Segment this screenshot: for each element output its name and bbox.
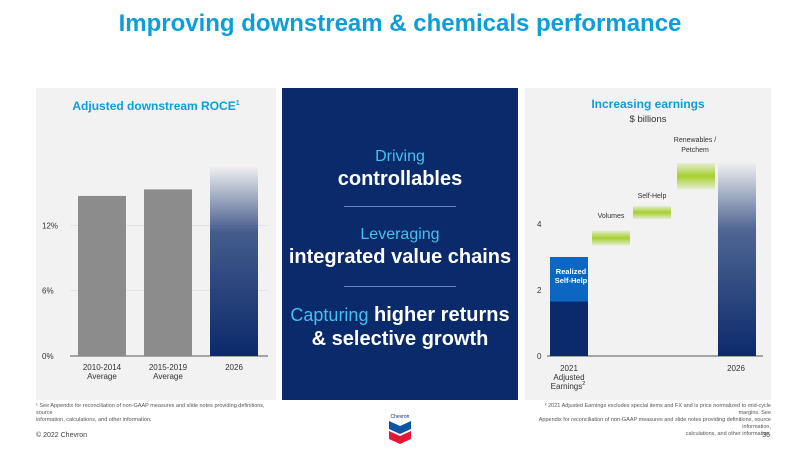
realized-self-help-segment xyxy=(550,257,588,302)
realized-label-2: Self-Help xyxy=(555,276,588,285)
step-label-volumes: Volumes xyxy=(598,213,625,220)
slide-title: Improving downstream & chemicals perform… xyxy=(118,10,682,37)
strategy-3-bold-b: & selective growth xyxy=(311,328,489,350)
chevron-logo-icon: Chevron xyxy=(389,414,411,444)
strategy-1-light: Driving xyxy=(375,148,425,165)
copyright: © 2022 Chevron xyxy=(36,432,88,439)
step-label-petchem: Petchem xyxy=(681,147,709,154)
x-tick-label: Average xyxy=(153,372,183,381)
step-label-renewables: Renewables / xyxy=(674,137,716,144)
realized-label-1: Realized xyxy=(556,267,587,276)
roce-chart-title: Adjusted downstream ROCE1 xyxy=(72,99,239,113)
strategy-3-bold-a: higher returns xyxy=(374,304,510,326)
roce-bar xyxy=(144,189,192,356)
y-tick-label: 2 xyxy=(537,286,542,295)
y-tick-label: 0 xyxy=(537,352,542,361)
strategy-2-bold: integrated value chains xyxy=(288,246,512,268)
roce-bar xyxy=(210,165,258,356)
footnote-left-line: information, calculations, and other inf… xyxy=(36,417,152,423)
earnings-increment-bar xyxy=(677,162,715,190)
x-tick-label: Average xyxy=(87,372,117,381)
earnings-increment-bar xyxy=(633,205,671,220)
chevron-logo: Chevron xyxy=(383,412,417,446)
strategy-3-light: Capturing xyxy=(290,305,369,325)
strategy-panel: Driving controllables Leveraging integra… xyxy=(282,88,518,400)
x-label-earnings: Earnings2 xyxy=(551,381,586,391)
footnote-right: ² 2021 Adjusted Earnings excludes specia… xyxy=(525,403,771,438)
x-tick-label: 2026 xyxy=(225,363,243,372)
y-tick-label: 12% xyxy=(42,221,58,230)
x-tick-label: 2015-2019 xyxy=(149,363,188,372)
earnings-panel: Increasing earnings $ billions 0 2 4 Reali… xyxy=(525,88,771,400)
footnote-left-line: ¹ See Appendix for reconciliation of non… xyxy=(36,403,265,416)
x-tick-label: 2010-2014 xyxy=(83,363,122,372)
step-label-self-help: Self-Help xyxy=(638,193,667,200)
earnings-2026-bar xyxy=(718,161,756,356)
x-label-2021: 2021 xyxy=(560,364,578,373)
strategy-2-light: Leveraging xyxy=(360,226,440,243)
earnings-chart-title: Increasing earnings xyxy=(591,97,705,111)
earnings-chart: Increasing earnings $ billions 0 2 4 Reali… xyxy=(537,97,763,391)
divider xyxy=(344,206,456,207)
roce-bar xyxy=(78,195,126,356)
earnings-chart-subtitle: $ billions xyxy=(630,114,667,125)
footnote-right-line: calculations, and other information. xyxy=(685,431,771,437)
divider xyxy=(344,286,456,287)
y-tick-label: 6% xyxy=(42,287,54,296)
x-label-2026: 2026 xyxy=(727,364,745,373)
roce-panel: Adjusted downstream ROCE1 0% 6% 12% 2010-2… xyxy=(36,88,276,400)
y-tick-label: 0% xyxy=(42,352,54,361)
strategy-1-bold: controllables xyxy=(337,168,463,190)
x-label-adjusted: Adjusted xyxy=(553,373,584,382)
y-tick-label: 4 xyxy=(537,220,542,229)
footnote-left: ¹ See Appendix for reconciliation of non… xyxy=(36,403,276,424)
strategy-3-line-a: Capturing higher returns xyxy=(282,304,518,327)
chevron-logo-text: Chevron xyxy=(391,414,410,420)
footnote-right-line: Appendix for reconciliation of non-GAAP … xyxy=(538,417,771,430)
footnote-right-line: ² 2021 Adjusted Earnings excludes specia… xyxy=(544,403,771,416)
roce-chart: Adjusted downstream ROCE1 0% 6% 12% 2010-2… xyxy=(42,99,268,381)
earnings-increment-bar xyxy=(592,230,630,246)
page-number: 36 xyxy=(762,432,770,439)
